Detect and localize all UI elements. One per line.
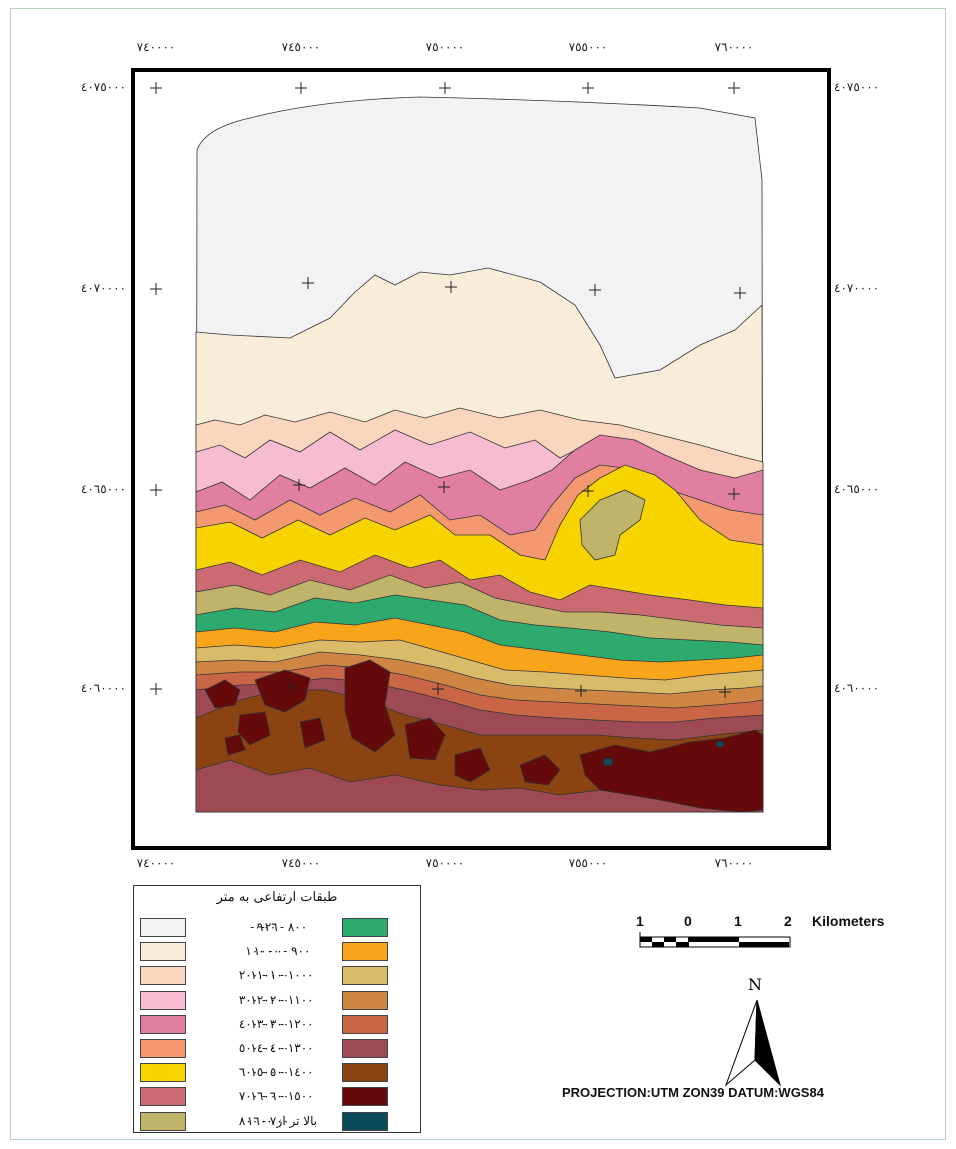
legend-label: ٠ - ١٠٠ [245,944,283,959]
north-label: N [748,975,762,994]
legend-row-right-0: ٨٠٠ - ٩٠٠ [134,918,420,938]
tick-bottom-2: ٧٥٠٠٠٠ [425,856,465,870]
scale-bar [639,932,791,948]
legend-label: ١٤٠٠ - ١٥٠٠ [250,1065,314,1080]
legend-row-left-0: -٢٦-٠ [134,918,420,938]
legend-row-right-2: ١٠٠٠ - ١١٠٠ [134,966,420,986]
tick-left-1: ٤٠٧٠٠٠٠ [80,281,126,295]
legend-label: ٥٠٠ - ٦٠٠ [238,1065,290,1080]
tick-top-0: ٧٤٠٠٠٠ [136,40,176,54]
scale-label-0: 0 [684,913,692,929]
elevation-band-above-1600 [602,740,725,767]
legend-label: -٢٦-٠ [250,920,278,934]
map-page [10,8,946,1140]
legend-label: ١٣٠٠ - ١٤٠٠ [250,1041,314,1055]
tick-left-0: ٤٠٧٥٠٠٠ [80,80,126,94]
tick-bottom-3: ٧٥٥٠٠٠ [568,856,608,870]
scale-label-1b: 1 [734,913,742,929]
legend-row-right-8: بالا تر از ١٦٠٠ [134,1111,420,1132]
legend-row-left-8: ٧٠٠ - ٨٠٠ [134,1111,420,1132]
scale-label-1: 1 [636,913,644,929]
legend-label: ٩٠٠ - ١٠٠٠ [253,944,311,959]
legend-row-left-1: ٠ - ١٠٠ [134,942,420,962]
tick-top-1: ٧٤٥٠٠٠ [281,40,321,54]
tick-top-4: ٧٦٠٠٠٠ [714,40,754,54]
legend-swatch [342,1039,388,1058]
tick-right-1: ٤٠٧٠٠٠٠ [834,281,880,295]
legend-swatch [342,1087,388,1107]
legend-swatch [140,942,186,962]
legend-row-right-5: ١٣٠٠ - ١٤٠٠ [134,1039,420,1059]
legend-swatch [342,1063,388,1083]
legend-row-right-4: ١٢٠٠ - ١٣٠٠ [134,1014,420,1035]
legend-row-right-1: ٩٠٠ - ١٠٠٠ [134,942,420,962]
legend-swatch [140,1039,186,1058]
legend-swatch [342,1111,388,1131]
legend-label: ١٠٠ - ٢٠٠ [238,968,290,983]
legend-swatch [342,942,388,962]
legend-swatch [140,1063,186,1083]
legend-label: ٦٠٠ - ٧٠٠ [238,1089,290,1104]
elevation-band-1500-1600 [204,659,764,813]
legend-swatch [342,966,388,986]
tick-left-2: ٤٠٦٥٠٠٠ [80,482,126,496]
legend-row-left-4: ٣٠٠ - ٤٠٠ [134,1014,420,1035]
scale-label-2: 2 [784,913,792,929]
north-arrow-icon [724,999,781,1087]
legend-label: ١٢٠٠ - ١٣٠٠ [250,1016,314,1031]
legend-label: ٢٠٠ - ٣٠٠ [238,992,290,1007]
tick-bottom-0: ٧٤٠٠٠٠ [136,856,176,870]
legend-swatch [140,918,186,937]
legend-swatch [140,1014,186,1034]
legend-swatch [342,1014,388,1034]
legend-row-left-2: ١٠٠ - ٢٠٠ [134,966,420,986]
scale-unit: Kilometers [812,913,885,929]
legend-swatch [342,990,388,1010]
legend-row-right-7: ١٥٠٠ - ١٦٠٠ [134,1087,420,1107]
legend-row-right-6: ١٤٠٠ - ١٥٠٠ [134,1063,420,1083]
tick-left-3: ٤٠٦٠٠٠٠ [80,681,126,695]
tick-top-2: ٧٥٠٠٠٠ [425,40,465,54]
tick-bottom-4: ٧٦٠٠٠٠ [714,856,754,870]
legend-label: ٨٠٠ - ٩٠٠ [256,920,308,934]
legend-title: طبقات ارتفاعی به متر [216,890,338,905]
tick-right-2: ٤٠٦٥٠٠٠ [834,482,880,496]
legend-label: ٧٠٠ - ٨٠٠ [238,1113,290,1128]
legend-row-left-3: ٢٠٠ - ٣٠٠ [134,990,420,1011]
legend-swatch [140,1111,186,1131]
legend: طبقات ارتفاعی به متر -٢٦-٠ ٠ - ١٠٠ ١٠٠ - ٢… [133,885,421,1133]
legend-label: ٣٠٠ - ٤٠٠ [238,1016,290,1031]
legend-row-right-3: ١١٠٠ - ١٢٠٠ [134,990,420,1011]
legend-label: ٤٠٠ - ٥٠٠ [238,1041,290,1055]
tick-top-3: ٧٥٥٠٠٠ [568,40,608,54]
legend-swatch [140,1087,186,1107]
legend-swatch [342,918,388,937]
grid-crosses [150,82,746,698]
legend-swatch [140,990,186,1010]
legend-row-left-6: ٥٠٠ - ٦٠٠ [134,1063,420,1083]
legend-swatch [140,966,186,986]
tick-bottom-1: ٧٤٥٠٠٠ [281,856,321,870]
tick-right-3: ٤٠٦٠٠٠٠ [834,681,880,695]
projection-text: PROJECTION:UTM ZON39 DATUM:WGS84 [562,1085,824,1100]
legend-label: ١٥٠٠ - ١٦٠٠ [250,1089,314,1104]
elevation-band-700-800-ridge [579,489,646,561]
legend-label: ١٠٠٠ - ١١٠٠ [250,968,314,983]
legend-label: ١١٠٠ - ١٢٠٠ [250,992,314,1007]
legend-row-left-5: ٤٠٠ - ٥٠٠ [134,1039,420,1059]
legend-label: بالا تر از ١٦٠٠ [246,1113,318,1128]
legend-row-left-7: ٦٠٠ - ٧٠٠ [134,1087,420,1107]
tick-right-0: ٤٠٧٥٠٠٠ [834,80,880,94]
